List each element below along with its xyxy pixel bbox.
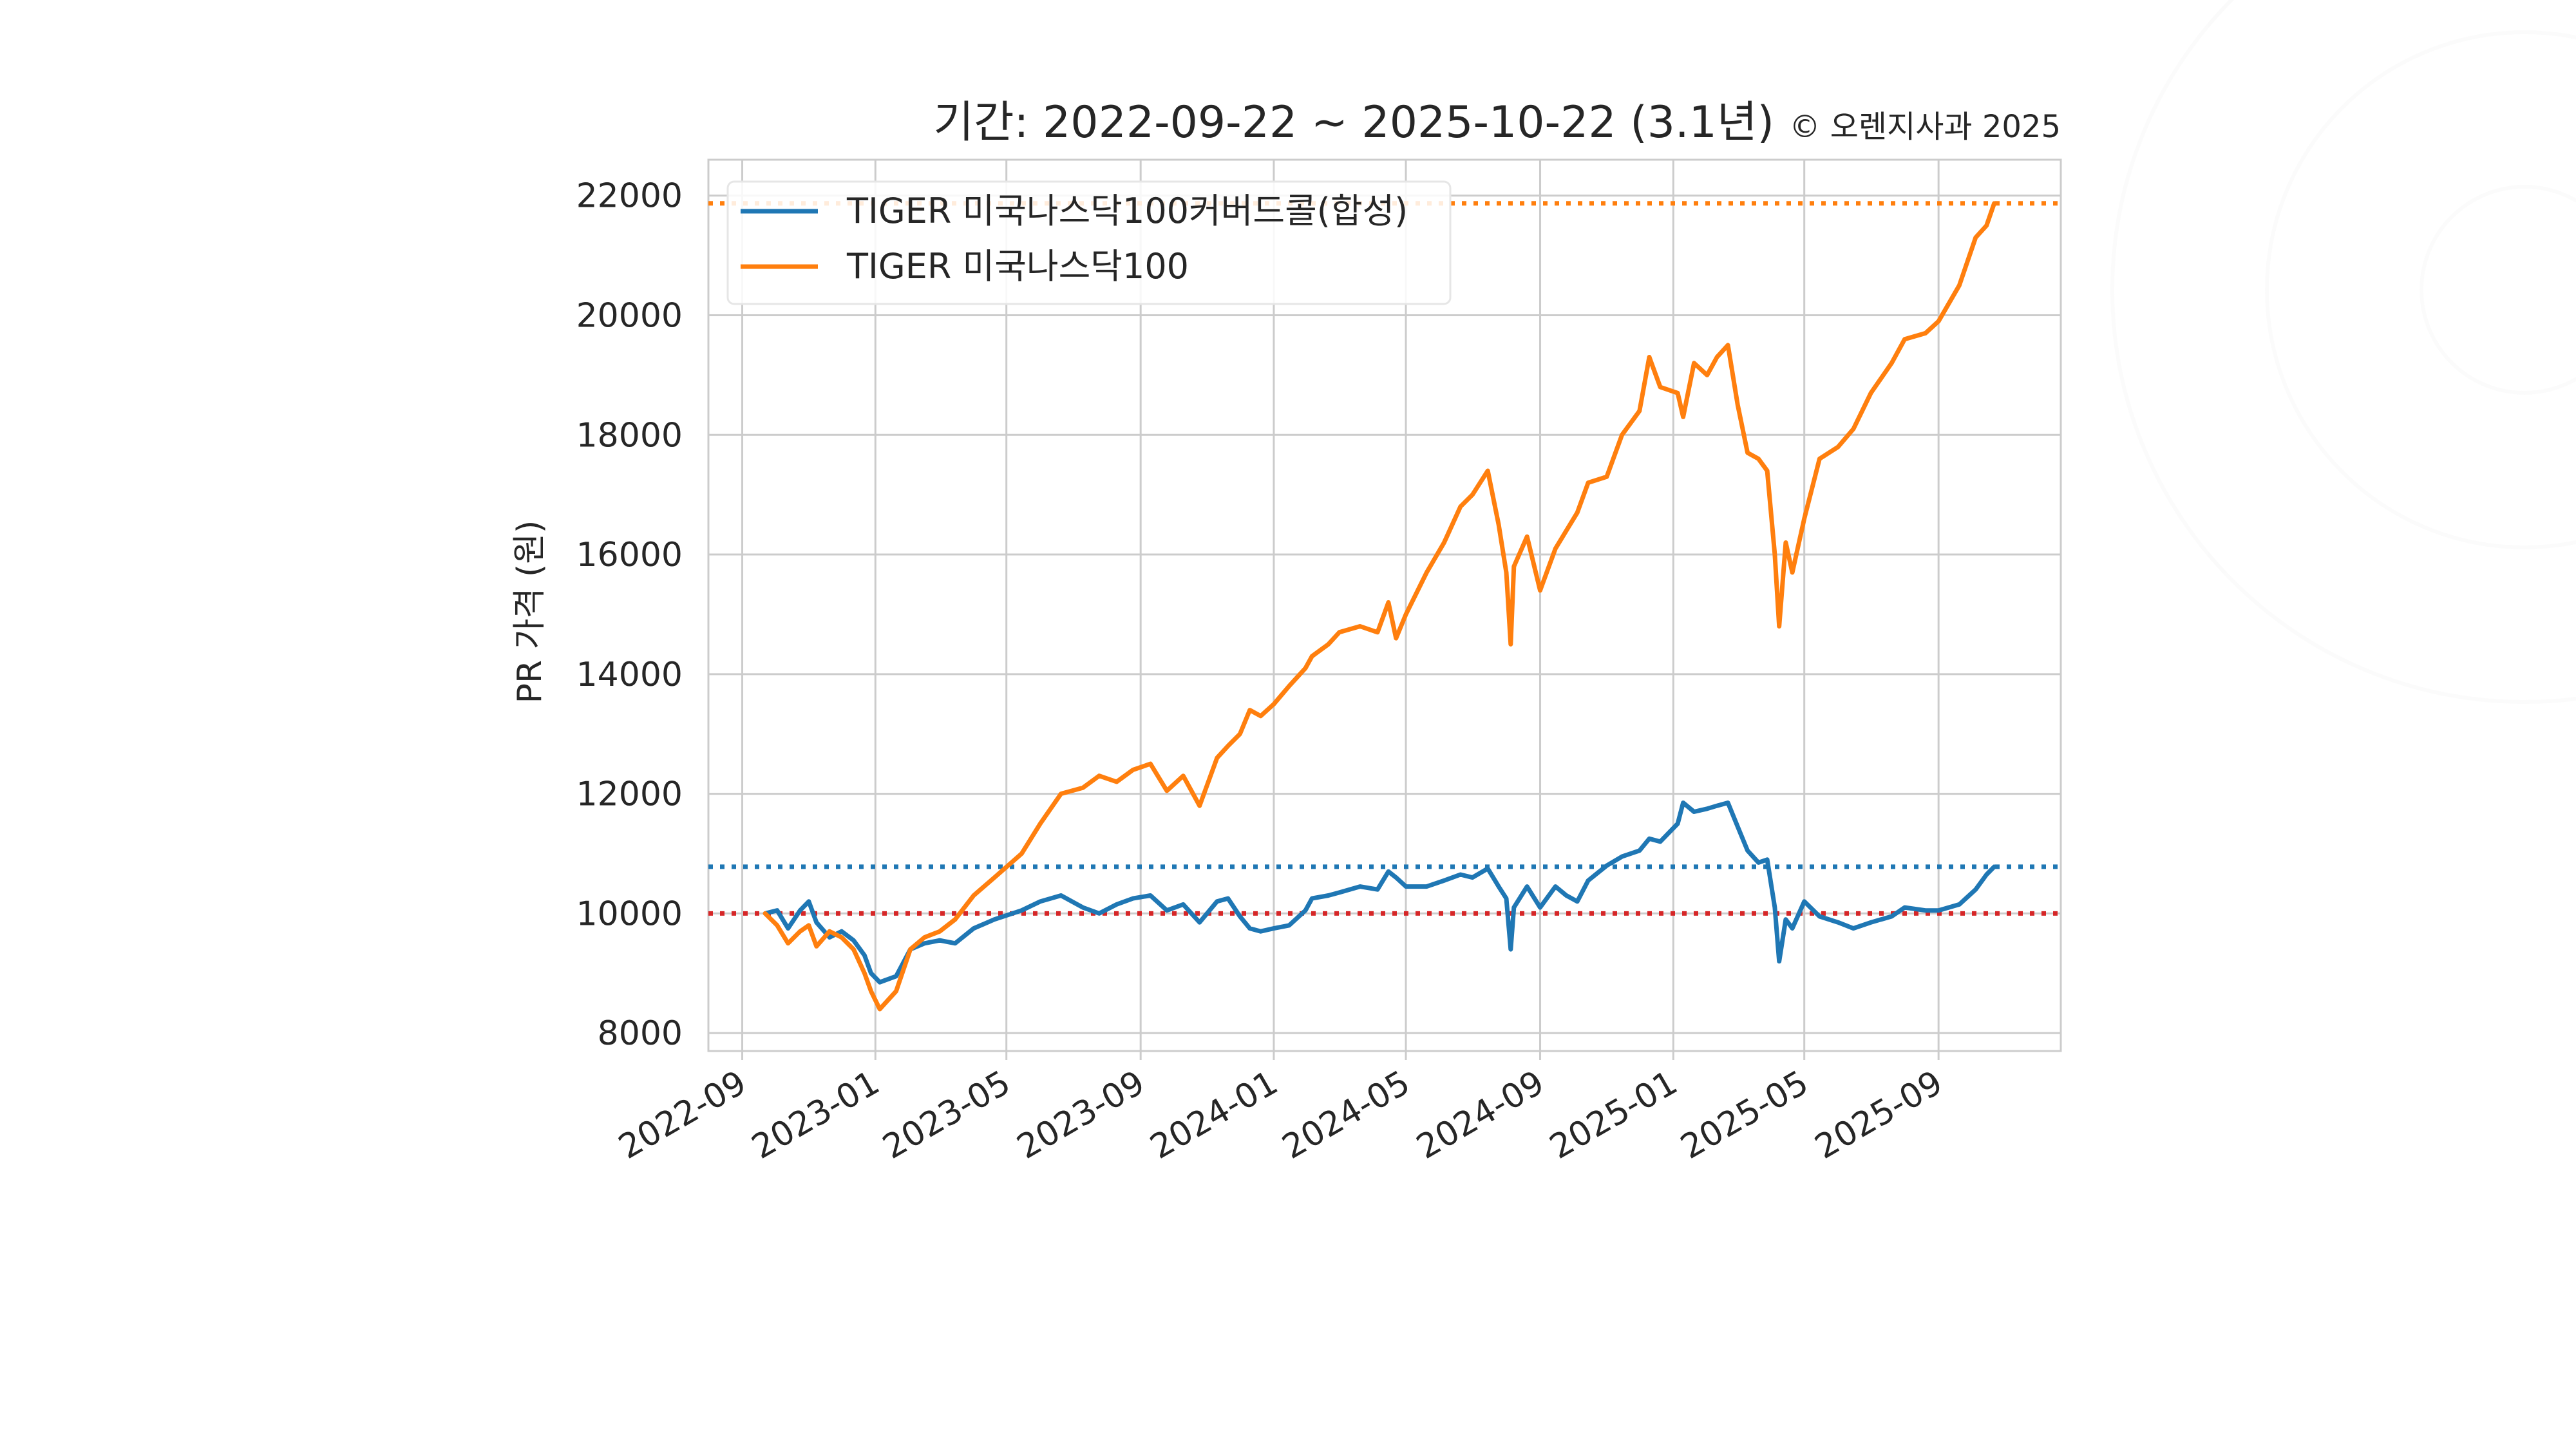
x-tick-label: 2023-09	[1011, 1063, 1151, 1167]
y-tick-label: 12000	[576, 775, 683, 814]
x-tick-label: 2023-05	[876, 1063, 1017, 1167]
y-axis-ticks: 8000 10000 12000 14000 16000 18000 20000 22000	[576, 177, 683, 1053]
y-tick-label: 14000	[576, 656, 683, 694]
x-tick-label: 2025-01	[1544, 1063, 1684, 1167]
plot-area	[707, 158, 2062, 1052]
background-decoration	[2110, 0, 2576, 704]
y-tick-label: 18000	[576, 416, 683, 455]
legend: TIGER 미국나스닥100커버드콜(합성) TIGER 미국나스닥100	[726, 180, 1452, 305]
series-lines	[762, 201, 1997, 1012]
y-axis-label: PR 가격 (원)	[511, 520, 549, 704]
x-tick-label: 2024-09	[1410, 1063, 1551, 1167]
legend-label-covered-call: TIGER 미국나스닥100커버드콜(합성)	[846, 191, 1408, 231]
series-line-nasdaq100	[762, 201, 1997, 1012]
x-tick-label: 2024-05	[1276, 1063, 1416, 1167]
x-tick-label: 2025-05	[1674, 1063, 1815, 1167]
x-tick-label: 2023-01	[746, 1063, 886, 1167]
series-line-covered-call	[762, 800, 1997, 985]
legend-label-nasdaq100: TIGER 미국나스닥100	[846, 246, 1189, 287]
y-tick-label: 10000	[576, 895, 683, 933]
x-tick-label: 2024-01	[1144, 1063, 1284, 1167]
y-tick-label: 20000	[576, 297, 683, 336]
x-axis-ticks: 2022-092023-012023-052023-092024-012024-…	[612, 1051, 1949, 1167]
chart-title: 기간: 2022-09-22 ~ 2025-10-22 (3.1년)	[933, 97, 1774, 148]
x-tick-label: 2022-09	[612, 1063, 753, 1167]
y-tick-label: 16000	[576, 536, 683, 574]
y-tick-label: 8000	[598, 1014, 683, 1053]
x-tick-label: 2025-09	[1808, 1063, 1949, 1167]
chart-copyright: © 오렌지사과 2025	[1790, 109, 2061, 145]
y-tick-label: 22000	[576, 177, 683, 216]
